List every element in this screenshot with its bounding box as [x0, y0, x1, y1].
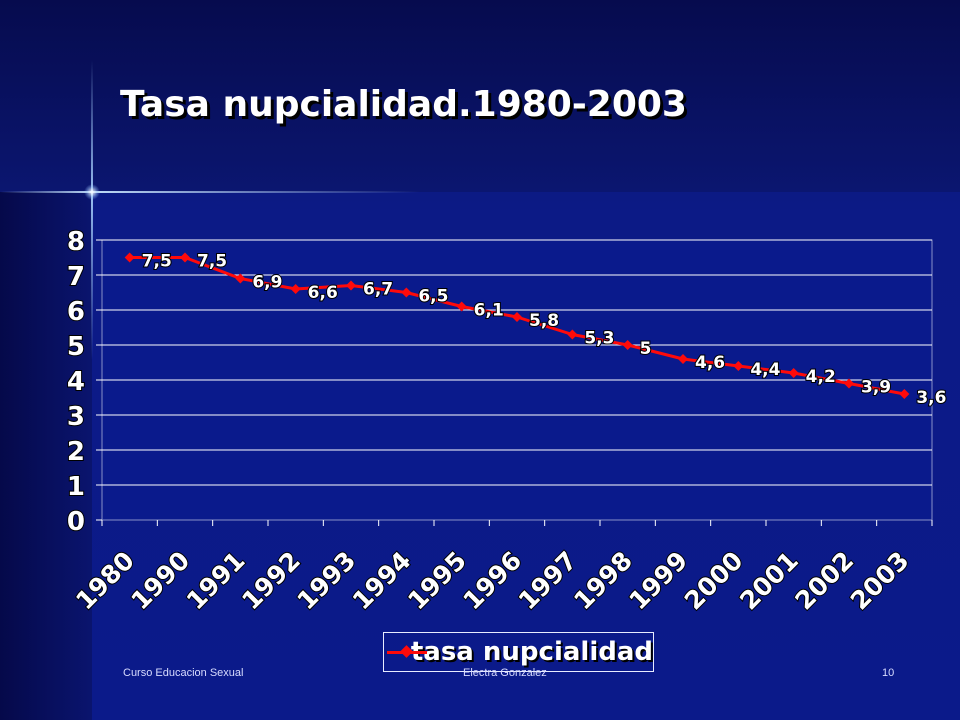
y-tick-label: 0: [67, 507, 85, 537]
data-point: [567, 329, 578, 340]
data-point: [346, 280, 356, 291]
data-point: [235, 273, 246, 284]
data-label: 3,6: [916, 388, 946, 408]
footer-page-number: 10: [882, 667, 895, 679]
chart-legend: tasa nupcialidad: [383, 632, 654, 672]
x-tick-label: 1993: [292, 546, 362, 616]
footer-author: Electra Gonzalez: [463, 667, 547, 679]
x-tick-label: 1995: [402, 546, 472, 616]
data-label: 4,6: [695, 353, 725, 373]
data-point: [899, 389, 910, 399]
x-tick-label: 2002: [790, 546, 860, 616]
x-tick-label: 1990: [126, 546, 196, 616]
x-tick-label: 1999: [624, 546, 694, 616]
legend-series-label: tasa nupcialidad: [410, 637, 653, 667]
data-label: 5,8: [529, 311, 559, 331]
data-point: [401, 287, 412, 298]
x-tick-label: 1994: [347, 546, 417, 616]
x-tick-label: 1997: [513, 546, 583, 616]
data-label: 6,7: [363, 280, 393, 300]
data-point: [290, 284, 301, 294]
data-point: [788, 368, 799, 378]
data-label: 6,1: [474, 301, 504, 321]
y-tick-label: 8: [67, 227, 85, 257]
data-label: 7,5: [197, 252, 227, 272]
x-tick-label: 1980: [70, 546, 140, 616]
x-tick-label: 1991: [181, 546, 251, 616]
data-label: 3,9: [861, 378, 891, 398]
data-label: 4,4: [750, 360, 780, 380]
y-tick-label: 5: [67, 332, 85, 362]
data-label: 7,5: [142, 252, 172, 272]
top-background-band: [0, 0, 960, 192]
footer-course: Curso Educacion Sexual: [123, 667, 244, 679]
data-point: [733, 361, 744, 371]
data-label: 4,2: [806, 367, 836, 387]
x-tick-label: 1992: [236, 546, 306, 616]
data-point: [622, 340, 633, 350]
data-point: [124, 252, 135, 263]
data-label: 6,6: [308, 283, 338, 303]
data-point: [180, 252, 190, 263]
data-point: [512, 312, 522, 322]
light-flare-star: [84, 184, 100, 200]
data-point: [456, 301, 467, 312]
x-tick-label: 2001: [734, 546, 804, 616]
y-tick-label: 3: [67, 402, 85, 432]
data-label: 6,5: [418, 287, 448, 307]
x-tick-label: 1998: [568, 546, 638, 616]
legend-series-marker: [387, 642, 427, 662]
y-tick-label: 4: [67, 367, 85, 397]
y-tick-label: 7: [67, 262, 85, 292]
light-flare-vertical: [91, 60, 93, 360]
light-flare-horizontal: [0, 191, 420, 193]
x-tick-label: 2000: [679, 546, 749, 616]
y-tick-label: 6: [67, 297, 85, 327]
data-label: 5: [640, 339, 652, 359]
data-point: [678, 354, 688, 364]
y-tick-label: 1: [67, 472, 85, 502]
data-point: [844, 378, 854, 389]
x-tick-label: 2003: [845, 546, 915, 616]
y-tick-label: 2: [67, 437, 85, 467]
x-tick-label: 1996: [458, 546, 528, 616]
data-label: 5,3: [584, 329, 614, 349]
data-label: 6,9: [252, 273, 282, 293]
slide-title: Tasa nupcialidad.1980-2003: [120, 84, 687, 125]
